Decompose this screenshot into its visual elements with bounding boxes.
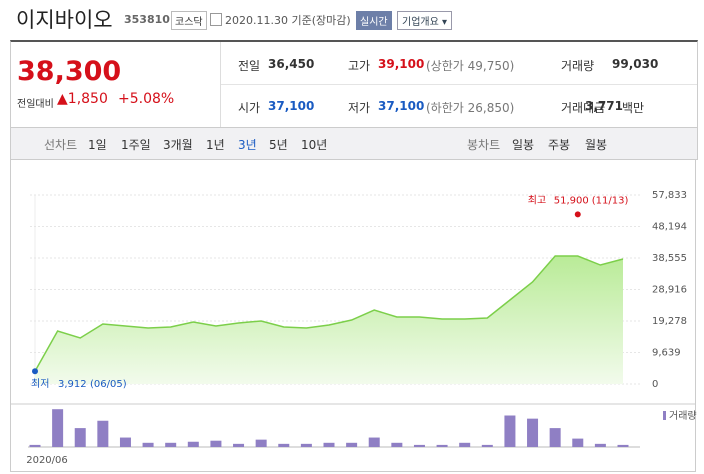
tab[interactable]: 10년 xyxy=(301,138,328,152)
item-note: 백만 xyxy=(622,101,645,115)
volume-bar xyxy=(391,442,403,447)
y-tick-label: 48,194 xyxy=(652,222,687,233)
volume-bar xyxy=(617,444,629,447)
line xyxy=(34,255,624,372)
legend-swatch xyxy=(663,411,666,420)
y-tick-label: 57,833 xyxy=(652,190,687,201)
y-tick-label: 38,555 xyxy=(652,253,687,264)
item-note: (상한가 49,750) xyxy=(426,59,515,73)
item-value: 37,100 xyxy=(378,99,425,113)
tab-label: 선차트 xyxy=(44,138,78,152)
min-label: 최저 xyxy=(31,378,49,390)
tab[interactable]: 1일 xyxy=(88,138,107,152)
max-value: 51,900 xyxy=(554,195,589,206)
tab[interactable]: 3년 xyxy=(238,138,257,152)
stock-name: 이지바이오 xyxy=(16,8,113,32)
stock-code: 353810 xyxy=(124,13,170,26)
item-value: 99,030 xyxy=(612,57,659,71)
tab[interactable]: 3개월 xyxy=(163,138,193,152)
volume-bar xyxy=(278,443,290,447)
date: 2020.11.30 기준(장마감) xyxy=(225,14,351,27)
price: 38,300 xyxy=(17,56,122,87)
volume-bar xyxy=(74,428,86,447)
market-badge: 코스닥 xyxy=(171,11,207,30)
company-button[interactable]: 기업개요 ▾ xyxy=(397,11,453,30)
volume-bar xyxy=(323,442,335,447)
volume-bar xyxy=(481,444,493,447)
company-label: 기업개요 xyxy=(402,17,439,28)
item-label: 고가 xyxy=(348,59,371,73)
volume-bar xyxy=(436,444,448,447)
max-date: (11/13) xyxy=(592,195,629,206)
y-tick-label: 19,278 xyxy=(652,316,687,327)
volume-bar xyxy=(97,420,109,447)
item-note: (하한가 26,850) xyxy=(426,101,515,115)
volume-bar xyxy=(187,441,199,447)
item-label: 거래대금 xyxy=(561,101,606,115)
max-marker xyxy=(574,211,581,218)
volume-bar xyxy=(413,444,425,447)
item-label: 거래량 xyxy=(561,59,595,73)
volume-bar xyxy=(572,438,584,447)
max-label: 최고 xyxy=(528,194,546,206)
y-tick-label: 0 xyxy=(652,379,658,390)
calendar-icon xyxy=(210,13,222,26)
x-tick-label: 2020/06 xyxy=(26,455,68,466)
item-value: 3,771 xyxy=(585,99,623,113)
item-value: 39,100 xyxy=(378,57,425,71)
item-label: 전일 xyxy=(238,59,261,73)
divider xyxy=(221,84,697,85)
item-value: 36,450 xyxy=(268,57,315,71)
volume-bar xyxy=(142,442,154,447)
change-value: 1,850 xyxy=(67,91,108,107)
y-tick-label: 28,916 xyxy=(652,285,687,296)
tab-label: 봉차트 xyxy=(467,138,501,152)
change-pct: +5.08% xyxy=(118,91,175,107)
volume-bar xyxy=(346,442,358,447)
tab[interactable]: 1주일 xyxy=(121,138,151,152)
legend-label: 거래량 xyxy=(669,410,697,422)
volume-bar xyxy=(255,439,267,447)
volume-bar xyxy=(594,443,606,447)
y-tick-label: 9,639 xyxy=(652,347,681,358)
volume-bar xyxy=(210,440,222,447)
chart-box xyxy=(10,159,696,472)
volume-bar xyxy=(233,443,245,447)
volume-bar xyxy=(549,428,561,447)
item-label: 저가 xyxy=(348,101,371,115)
volume-bar xyxy=(29,444,41,447)
volume-bar xyxy=(300,443,312,447)
change: ▲1,850 xyxy=(57,91,108,107)
volume-bar xyxy=(368,437,380,447)
tab[interactable]: 월봉 xyxy=(585,138,608,152)
tab[interactable]: 주봉 xyxy=(548,138,571,152)
tab[interactable]: 1년 xyxy=(206,138,225,152)
volume-bar xyxy=(459,442,471,447)
item-value: 37,100 xyxy=(268,99,315,113)
divider xyxy=(220,42,221,128)
volume-bar xyxy=(52,409,64,447)
tab[interactable]: 일봉 xyxy=(512,138,535,152)
min-date: (06/05) xyxy=(90,379,127,390)
realtime-button[interactable]: 실시간 xyxy=(356,11,392,30)
volume-bar xyxy=(504,415,516,447)
min-value: 3,912 xyxy=(58,379,87,390)
volume-bar xyxy=(527,418,539,447)
area xyxy=(35,255,623,384)
tab[interactable]: 5년 xyxy=(269,138,288,152)
min-marker xyxy=(32,368,38,375)
volume-bar xyxy=(165,442,177,447)
change-label: 전일대비 xyxy=(17,99,54,110)
item-label: 시가 xyxy=(238,101,261,115)
volume-bar xyxy=(119,437,131,447)
